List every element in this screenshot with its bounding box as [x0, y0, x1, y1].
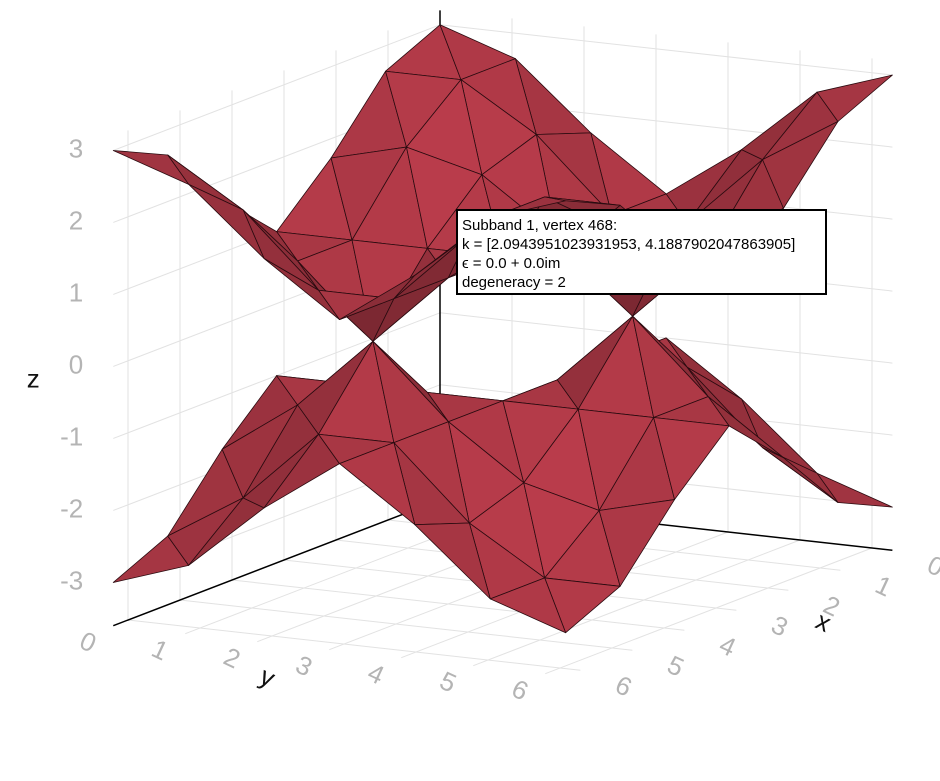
z-tick-label: 2: [69, 205, 83, 235]
grid-line: [127, 619, 581, 671]
y-tick-label: 2: [219, 641, 245, 674]
z-tick-label: 1: [69, 277, 83, 307]
z-axis-label: z: [27, 364, 40, 394]
tooltip-line: ϵ = 0.0 + 0.0im: [462, 255, 560, 272]
axis-line: [113, 499, 441, 627]
x-tick-label: 3: [767, 609, 793, 642]
surface-face: [188, 183, 265, 259]
y-tick-label: 0: [75, 625, 101, 658]
y-tick-label: 4: [363, 657, 389, 690]
y-tick-label: 6: [507, 673, 533, 706]
surface-face: [762, 121, 839, 209]
x-tick-label: 4: [715, 629, 741, 662]
y-tick-label: 1: [147, 633, 173, 666]
grid-line: [231, 579, 685, 631]
surface-face: [544, 196, 621, 206]
grid-line: [473, 539, 801, 667]
y-tick-label: 3: [291, 649, 317, 682]
y-tick-label: 5: [435, 665, 461, 698]
z-tick-label: -1: [60, 421, 83, 451]
x-tick-label: 1: [871, 569, 897, 602]
tooltip-box: [456, 209, 827, 295]
surface-face: [414, 522, 491, 600]
tooltip-line: k = [2.0943951023931953, 4.1887902047863…: [462, 236, 795, 253]
grid-line: [179, 599, 633, 651]
z-tick-label: 3: [69, 133, 83, 163]
z-tick-label: -2: [60, 493, 83, 523]
surface-face: [489, 577, 567, 634]
z-tick-label: 0: [69, 349, 83, 379]
surface-face: [112, 150, 190, 185]
surface-face: [816, 74, 893, 122]
surface-face: [653, 417, 730, 500]
x-axis-label: y: [255, 661, 279, 694]
surfaces: [112, 24, 893, 634]
tooltip: Subband 1, vertex 468: k = [2.0943951023…: [456, 209, 827, 295]
x-tick-label: 5: [663, 649, 689, 682]
tooltip-line: degeneracy = 2: [462, 274, 566, 291]
z-tick-label: -3: [60, 565, 83, 595]
surface-face: [598, 499, 675, 587]
grid-line: [545, 547, 873, 675]
surface-face: [339, 442, 416, 526]
surface-face: [263, 258, 340, 320]
grid-line: [439, 24, 893, 76]
x-tick-label: 6: [611, 669, 637, 702]
tooltip-line: Subband 1, vertex 468:: [462, 217, 617, 234]
grid-line: [113, 24, 441, 151]
x-tick-label: 0: [923, 549, 940, 582]
